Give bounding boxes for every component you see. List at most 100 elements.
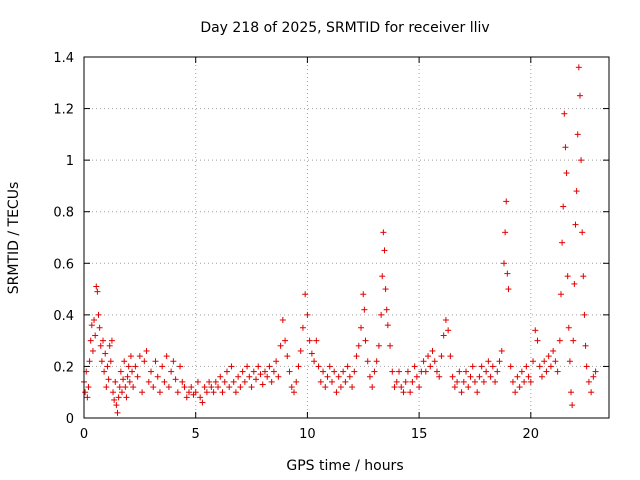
data-point xyxy=(505,286,512,293)
data-point xyxy=(387,342,394,349)
data-point xyxy=(581,311,588,318)
data-point xyxy=(571,280,578,287)
data-point xyxy=(543,368,550,375)
data-point xyxy=(580,273,587,280)
data-point xyxy=(574,131,581,138)
data-point xyxy=(126,378,133,385)
data-point xyxy=(527,378,534,385)
data-point xyxy=(114,409,121,416)
data-point xyxy=(456,368,463,375)
data-point xyxy=(277,342,284,349)
data-point xyxy=(199,399,206,406)
x-tick-label: 0 xyxy=(80,427,88,442)
data-point xyxy=(375,342,382,349)
data-point xyxy=(552,358,559,365)
data-point xyxy=(578,157,585,164)
data-point xyxy=(108,337,115,344)
data-point xyxy=(579,229,586,236)
data-point xyxy=(438,353,445,360)
x-tick-label: 5 xyxy=(192,427,200,442)
plot-frame xyxy=(83,56,610,419)
data-point xyxy=(102,350,109,357)
data-point xyxy=(115,394,122,401)
data-point xyxy=(340,368,347,375)
data-point xyxy=(308,350,315,357)
data-point xyxy=(492,378,499,385)
data-point xyxy=(429,347,436,354)
y-axis: 0 0.2 0.4 0.6 0.8 1 1.2 1.4 xyxy=(53,51,609,427)
data-point xyxy=(337,384,344,391)
data-point xyxy=(177,363,184,370)
data-point xyxy=(132,363,139,370)
y-tick-label: 0.2 xyxy=(53,360,74,375)
data-point xyxy=(557,291,564,298)
data-point xyxy=(541,358,548,365)
data-point xyxy=(237,384,244,391)
data-point xyxy=(143,347,150,354)
data-point xyxy=(396,368,402,375)
data-point xyxy=(261,368,268,375)
data-point xyxy=(127,353,134,360)
data-point xyxy=(246,373,253,380)
data-point xyxy=(333,389,340,396)
data-point xyxy=(85,384,92,391)
data-point xyxy=(467,373,474,380)
data-point xyxy=(174,389,181,396)
data-point xyxy=(87,337,94,344)
data-point xyxy=(460,378,467,385)
data-point xyxy=(516,384,523,391)
data-point xyxy=(103,384,110,391)
data-point xyxy=(407,389,414,396)
data-point xyxy=(384,322,391,329)
data-point xyxy=(588,389,595,396)
data-point xyxy=(575,64,582,71)
data-point xyxy=(561,110,568,117)
data-point xyxy=(366,373,373,380)
data-point xyxy=(92,332,99,339)
x-axis-label: GPS time / hours xyxy=(286,458,403,474)
data-point xyxy=(335,373,342,380)
data-point xyxy=(230,378,237,385)
data-point xyxy=(241,378,248,385)
chart-title: Day 218 of 2025, SRMTID for receiver lli… xyxy=(200,20,489,36)
data-point xyxy=(106,342,113,349)
data-point xyxy=(451,384,458,391)
data-point xyxy=(101,368,108,375)
data-point xyxy=(279,317,286,324)
data-point xyxy=(107,358,114,365)
data-point xyxy=(523,363,530,370)
data-point xyxy=(97,342,104,349)
data-point xyxy=(159,363,166,370)
data-point xyxy=(416,384,423,391)
data-point xyxy=(313,337,320,344)
data-point xyxy=(431,358,438,365)
data-point xyxy=(485,358,492,365)
data-point xyxy=(564,273,571,280)
data-point xyxy=(474,389,481,396)
data-point xyxy=(168,368,175,375)
data-point xyxy=(113,402,120,409)
y-tick-label: 0.4 xyxy=(53,309,74,324)
data-point xyxy=(351,368,358,375)
data-point xyxy=(449,373,456,380)
data-point xyxy=(288,384,295,391)
data-point xyxy=(186,389,192,396)
data-point xyxy=(123,394,130,401)
data-point xyxy=(382,286,389,293)
data-point xyxy=(156,389,163,396)
data-point xyxy=(141,358,148,365)
data-point xyxy=(436,373,443,380)
data-point xyxy=(592,368,599,375)
data-point xyxy=(95,311,102,318)
data-point xyxy=(409,378,416,385)
data-point xyxy=(170,358,177,365)
data-point xyxy=(268,378,275,385)
data-point xyxy=(181,384,188,391)
data-point xyxy=(585,378,592,385)
data-point xyxy=(355,342,362,349)
data-point xyxy=(504,270,511,277)
data-point xyxy=(152,358,159,365)
data-point xyxy=(148,368,155,375)
data-point xyxy=(130,384,137,391)
